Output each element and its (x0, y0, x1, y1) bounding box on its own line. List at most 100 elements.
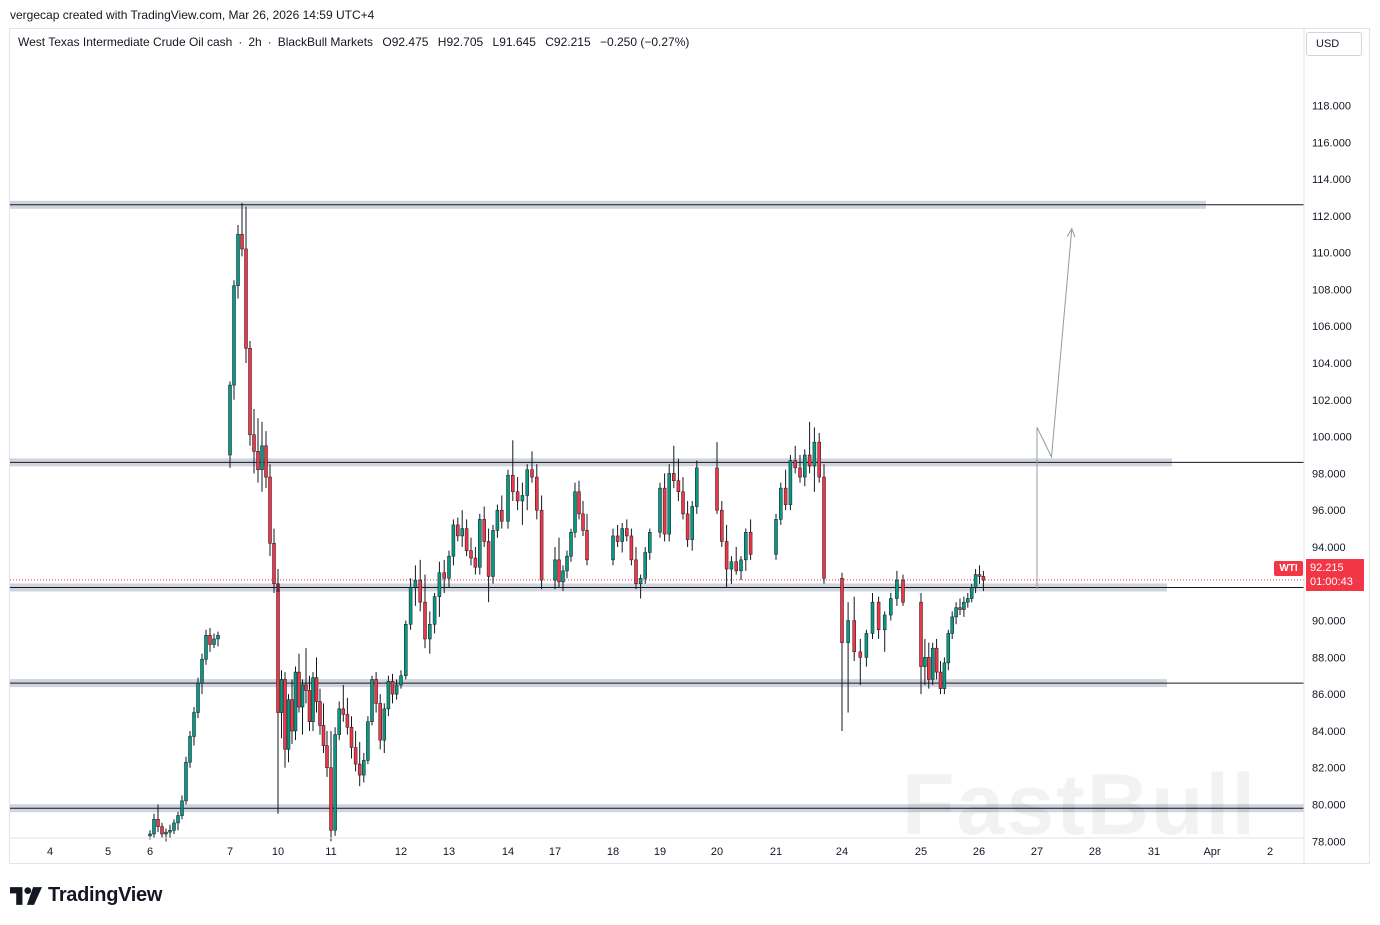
candle (958, 598, 962, 616)
tradingview-logo[interactable]: TradingView (10, 884, 162, 907)
candle (525, 464, 529, 511)
candle-body (942, 662, 947, 689)
candle-body (553, 559, 557, 581)
candle (244, 206, 248, 364)
ohlc-change: −0.250 (−0.27%) (599, 35, 690, 49)
symbol-interval[interactable]: 2h (248, 35, 262, 49)
candle-body (164, 831, 168, 835)
symbol-info-bar[interactable]: West Texas Intermediate Crude Oil cash · 2… (18, 35, 695, 49)
candle (341, 684, 346, 722)
symbol-name[interactable]: West Texas Intermediate Crude Oil cash (18, 35, 233, 49)
candle-body (423, 601, 427, 640)
candle (852, 596, 856, 662)
candle-body (184, 761, 188, 802)
candle-body (954, 607, 958, 618)
candle (495, 504, 500, 538)
candle (404, 620, 408, 680)
candle-body (437, 572, 442, 597)
candle (585, 513, 589, 566)
candle (408, 578, 413, 630)
candle (264, 431, 268, 489)
candle (236, 225, 240, 299)
candle (366, 716, 370, 765)
candle-body (667, 473, 671, 535)
chart-frame[interactable] (9, 28, 1370, 864)
candle-body (200, 658, 204, 684)
candle-body (456, 524, 460, 537)
candle-body (276, 590, 280, 713)
candle (256, 418, 260, 483)
price-tick-label: 118.000 (1312, 100, 1351, 112)
candle (451, 519, 456, 566)
candle (311, 672, 315, 731)
candle-body (442, 572, 446, 579)
last-price-label: 92.215 01:00:43 (1306, 559, 1364, 591)
candle (812, 427, 817, 492)
candle (895, 570, 899, 606)
candle (192, 707, 196, 746)
time-tick-label: 19 (654, 846, 666, 858)
candle-body (464, 528, 469, 551)
candle (511, 440, 515, 501)
separator-dot: · (267, 35, 272, 49)
candle (569, 528, 573, 562)
candle-body (469, 550, 473, 559)
support-resistance-zones (10, 200, 1304, 813)
time-tick-label: 7 (227, 846, 233, 858)
candle-body (625, 528, 629, 537)
candle-body (286, 699, 291, 750)
candle (520, 482, 525, 525)
candle (788, 455, 793, 511)
candle (643, 546, 647, 584)
candle-body (923, 657, 927, 667)
candle-body (662, 487, 667, 535)
price-tick-label: 110.000 (1312, 248, 1351, 260)
candle-body (798, 467, 802, 478)
candle (807, 421, 812, 474)
candle-body (962, 601, 966, 610)
candle (184, 756, 188, 805)
candle-body (889, 598, 893, 616)
candle-body (506, 474, 510, 522)
price-tick-label: 106.000 (1312, 321, 1352, 333)
candle-body (447, 555, 451, 579)
candle-body (314, 677, 319, 702)
projection-polyline[interactable] (1036, 228, 1073, 590)
candle-body (930, 647, 935, 680)
candle (464, 519, 469, 557)
candle (204, 629, 208, 665)
candle-body (362, 760, 366, 776)
time-tick-label: 25 (915, 846, 927, 858)
candle-body (304, 684, 308, 691)
candle (817, 432, 821, 483)
price-tick-label: 114.000 (1312, 174, 1351, 186)
candle (662, 473, 667, 542)
candle (658, 482, 662, 538)
candle (611, 528, 615, 566)
candle-body (748, 532, 753, 555)
candle-body (180, 800, 184, 816)
tradingview-logo-icon (10, 886, 42, 905)
candle-body (152, 818, 156, 835)
currency-selector[interactable]: USD (1306, 32, 1362, 56)
candle (966, 592, 970, 608)
candle (283, 672, 287, 768)
candle (685, 500, 690, 547)
candle (840, 572, 844, 731)
price-tick-label: 112.000 (1312, 211, 1351, 223)
candle-body (451, 524, 456, 557)
candle (208, 627, 212, 652)
candle-body (378, 703, 382, 741)
candle (620, 523, 624, 553)
candle-body (882, 614, 887, 631)
candle-body (196, 682, 200, 713)
symbol-broker: BlackBull Markets (277, 35, 374, 49)
candle (286, 694, 291, 763)
candle (318, 688, 322, 735)
candle-body (927, 657, 931, 680)
candle-body (638, 578, 643, 585)
candle-body (779, 487, 783, 520)
candle-body (208, 635, 212, 645)
candle (276, 581, 280, 814)
